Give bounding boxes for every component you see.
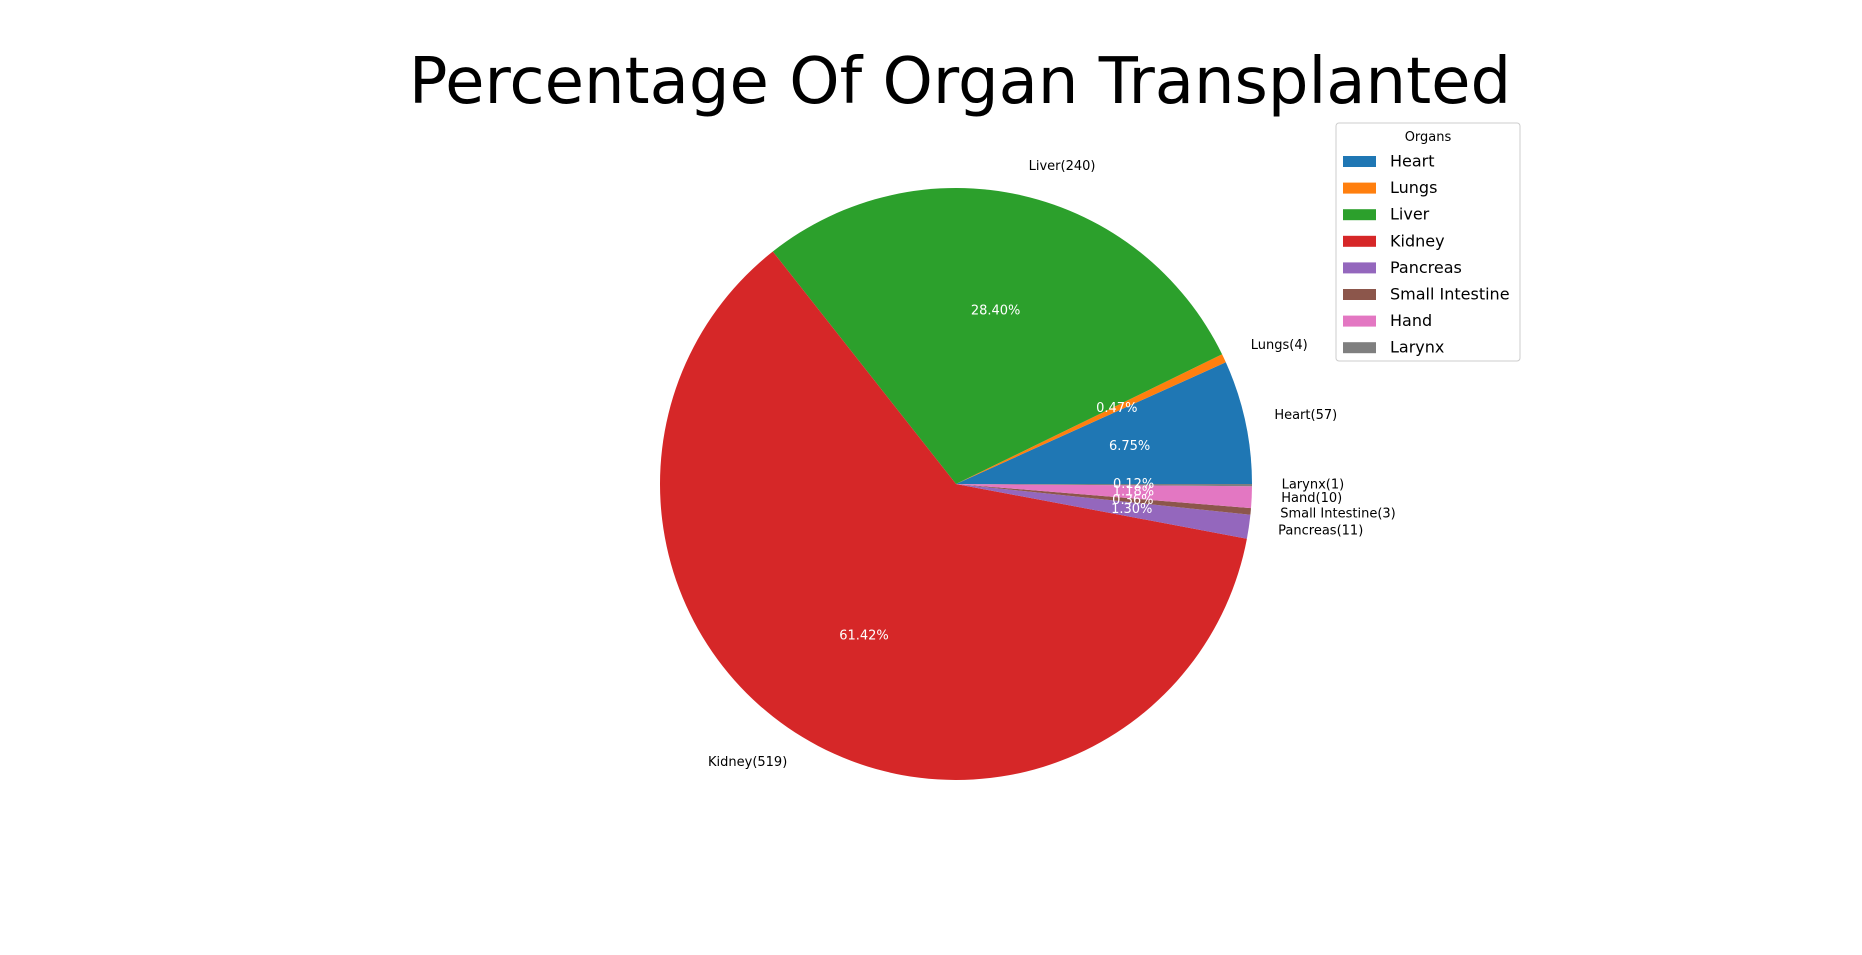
slice-label-lungs: Lungs(4) [1251, 338, 1308, 353]
pie-slice-larynx [956, 484, 1252, 487]
legend-label-lungs: Lungs [1390, 178, 1437, 197]
slice-label-liver: Liver(240) [1029, 159, 1096, 174]
pct-label-lungs: 0.47% [1096, 401, 1137, 416]
pie-slice-lungs [956, 354, 1226, 484]
slice-label-larynx: Larynx(1) [1282, 478, 1345, 493]
legend-swatch-small-intestine [1343, 289, 1376, 300]
legend-swatch-liver [1343, 209, 1376, 221]
legend-label-heart: Heart [1390, 152, 1435, 171]
pct-label-small-intestine: 0.36% [1112, 493, 1153, 508]
legend-frame [1335, 122, 1521, 362]
legend-label-pancreas: Pancreas [1390, 258, 1462, 277]
slice-labels: Heart(57) Lungs(4) Liver(240) Kidney(519) Pa… [708, 159, 1396, 770]
pie-slice-small-intestine [956, 484, 1252, 515]
pie-slice-kidney [660, 251, 1247, 780]
percentage-labels: 6.75% 0.47% 28.40% 61.42% 1.30%0.36%1.18%0.1… [839, 303, 1154, 643]
slice-label-hand: Hand(10) [1281, 491, 1342, 506]
slice-label-heart: Heart(57) [1274, 408, 1337, 423]
legend-swatch-larynx [1343, 342, 1376, 354]
pie-slice-heart [956, 362, 1252, 484]
pie-slice-hand [956, 484, 1252, 509]
legend-label-kidney: Kidney [1390, 231, 1445, 250]
slice-label-pancreas: Pancreas(11) [1278, 524, 1363, 539]
legend-title: Organs [1405, 130, 1452, 145]
pie-slices [660, 187, 1252, 780]
legend-swatch-pancreas [1343, 262, 1376, 274]
pct-label-heart: 6.75% [1109, 439, 1150, 454]
pct-label-liver: 28.40% [971, 303, 1021, 318]
legend-swatch-lungs [1343, 182, 1376, 194]
pct-label-larynx: 0.12% [1113, 477, 1154, 492]
pct-label-hand: 1.18% [1113, 484, 1154, 499]
chart-title: Percentage Of Organ Transplanted [409, 45, 1511, 119]
pct-label-kidney: 61.42% [839, 628, 889, 643]
pie-slice-liver [772, 187, 1223, 484]
legend-swatch-kidney [1343, 235, 1376, 247]
legend-label-small-intestine: Small Intestine [1390, 285, 1510, 304]
legend-label-hand: Hand [1390, 311, 1432, 330]
legend-label-larynx: Larynx [1390, 338, 1444, 357]
legend-items: Heart Lungs Liver Kidney Pancreas Small Intes… [1343, 152, 1510, 357]
legend-label-liver: Liver [1390, 205, 1430, 224]
slice-label-kidney: Kidney(519) [708, 755, 787, 770]
pct-label-pancreas: 1.30% [1111, 502, 1152, 517]
legend-swatch-hand [1343, 315, 1376, 327]
legend: Organs Heart Lungs Liver Kidney Pancreas Smal… [1335, 122, 1521, 362]
legend-swatch-heart [1343, 156, 1376, 167]
pie-slice-pancreas [956, 484, 1251, 539]
slice-label-small-intestine: Small Intestine(3) [1280, 507, 1396, 522]
